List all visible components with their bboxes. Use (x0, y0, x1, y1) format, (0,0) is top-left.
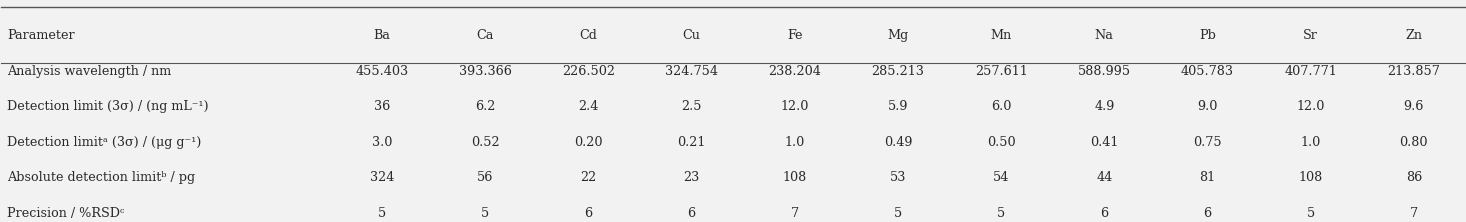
Text: 407.771: 407.771 (1284, 65, 1337, 78)
Text: 5: 5 (997, 207, 1006, 220)
Text: 7: 7 (1410, 207, 1418, 220)
Text: 2.4: 2.4 (578, 100, 598, 113)
Text: Precision / %RSDᶜ: Precision / %RSDᶜ (7, 207, 125, 220)
Text: 0.49: 0.49 (884, 136, 912, 149)
Text: 108: 108 (1299, 171, 1322, 184)
Text: Mn: Mn (991, 29, 1012, 42)
Text: 56: 56 (476, 171, 494, 184)
Text: Parameter: Parameter (7, 29, 75, 42)
Text: 6: 6 (1204, 207, 1211, 220)
Text: 0.75: 0.75 (1193, 136, 1221, 149)
Text: 0.41: 0.41 (1091, 136, 1119, 149)
Text: Detection limitᵃ (3σ) / (μg g⁻¹): Detection limitᵃ (3σ) / (μg g⁻¹) (7, 136, 202, 149)
Text: Fe: Fe (787, 29, 802, 42)
Text: 6: 6 (585, 207, 592, 220)
Text: 3.0: 3.0 (372, 136, 393, 149)
Text: Absolute detection limitᵇ / pg: Absolute detection limitᵇ / pg (7, 171, 195, 184)
Text: 6.0: 6.0 (991, 100, 1012, 113)
Text: 238.204: 238.204 (768, 65, 821, 78)
Text: 81: 81 (1199, 171, 1215, 184)
Text: Ba: Ba (374, 29, 390, 42)
Text: 1.0: 1.0 (784, 136, 805, 149)
Text: 5: 5 (1306, 207, 1315, 220)
Text: 36: 36 (374, 100, 390, 113)
Text: 0.20: 0.20 (575, 136, 603, 149)
Text: 455.403: 455.403 (356, 65, 409, 78)
Text: 7: 7 (790, 207, 799, 220)
Text: 86: 86 (1406, 171, 1422, 184)
Text: 5: 5 (481, 207, 490, 220)
Text: 0.21: 0.21 (677, 136, 705, 149)
Text: 588.995: 588.995 (1078, 65, 1130, 78)
Text: Na: Na (1095, 29, 1114, 42)
Text: 9.0: 9.0 (1198, 100, 1218, 113)
Text: 5.9: 5.9 (888, 100, 909, 113)
Text: Analysis wavelength / nm: Analysis wavelength / nm (7, 65, 172, 78)
Text: Mg: Mg (887, 29, 909, 42)
Text: Detection limit (3σ) / (ng mL⁻¹): Detection limit (3σ) / (ng mL⁻¹) (7, 100, 208, 113)
Text: 108: 108 (783, 171, 806, 184)
Text: 213.857: 213.857 (1387, 65, 1440, 78)
Text: 226.502: 226.502 (561, 65, 616, 78)
Text: Zn: Zn (1406, 29, 1422, 42)
Text: Pb: Pb (1199, 29, 1215, 42)
Text: 0.52: 0.52 (471, 136, 500, 149)
Text: 12.0: 12.0 (780, 100, 809, 113)
Text: 5: 5 (894, 207, 902, 220)
Text: 0.50: 0.50 (987, 136, 1016, 149)
Text: 2.5: 2.5 (682, 100, 702, 113)
Text: 9.6: 9.6 (1403, 100, 1423, 113)
Text: 405.783: 405.783 (1182, 65, 1234, 78)
Text: 393.366: 393.366 (459, 65, 512, 78)
Text: 6: 6 (1100, 207, 1108, 220)
Text: 44: 44 (1097, 171, 1113, 184)
Text: 1.0: 1.0 (1300, 136, 1321, 149)
Text: 0.80: 0.80 (1400, 136, 1428, 149)
Text: 6.2: 6.2 (475, 100, 496, 113)
Text: 53: 53 (890, 171, 906, 184)
Text: Cu: Cu (683, 29, 701, 42)
Text: 22: 22 (581, 171, 597, 184)
Text: 6: 6 (688, 207, 696, 220)
Text: 4.9: 4.9 (1094, 100, 1114, 113)
Text: Cd: Cd (579, 29, 598, 42)
Text: 12.0: 12.0 (1296, 100, 1325, 113)
Text: Sr: Sr (1303, 29, 1318, 42)
Text: 23: 23 (683, 171, 699, 184)
Text: Ca: Ca (476, 29, 494, 42)
Text: 285.213: 285.213 (872, 65, 925, 78)
Text: 324.754: 324.754 (666, 65, 718, 78)
Text: 257.611: 257.611 (975, 65, 1028, 78)
Text: 324: 324 (369, 171, 394, 184)
Text: 5: 5 (378, 207, 387, 220)
Text: 54: 54 (992, 171, 1009, 184)
